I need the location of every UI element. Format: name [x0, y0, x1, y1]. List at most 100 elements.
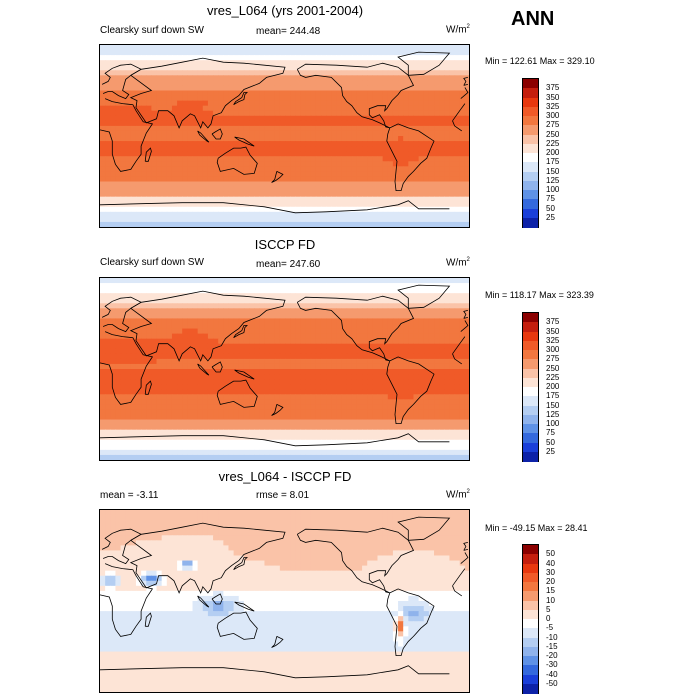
field-cell: [192, 141, 199, 147]
field-cell: [274, 125, 281, 132]
field-cell: [341, 221, 348, 227]
field-cell: [110, 409, 117, 416]
field-cell: [367, 166, 373, 172]
field-cell: [177, 156, 183, 162]
field-cell: [362, 414, 368, 421]
field-cell: [223, 394, 230, 400]
field-cell: [326, 201, 332, 208]
field-cell: [372, 369, 379, 375]
field-cell: [130, 429, 137, 436]
field-cell: [125, 216, 132, 223]
field-cell: [423, 100, 430, 107]
field-cell: [243, 115, 250, 122]
field-cell: [398, 216, 404, 223]
field-cell: [233, 80, 240, 87]
field-cell: [233, 196, 240, 203]
field-cell: [377, 348, 384, 355]
field-cell: [459, 181, 466, 188]
field-cell: [125, 151, 132, 157]
field-cell: [115, 110, 122, 117]
field-cell: [346, 328, 353, 335]
field-cell: [100, 65, 106, 71]
field-cell: [418, 389, 425, 395]
field-cell: [110, 171, 117, 178]
field-cell: [356, 298, 363, 304]
field-cell: [156, 348, 163, 355]
field-cell: [228, 353, 235, 360]
field-cell: [156, 439, 163, 446]
field-cell: [310, 303, 317, 309]
field-cell: [182, 409, 188, 416]
field-cell: [439, 100, 445, 107]
field-cell: [156, 424, 163, 431]
field-cell: [269, 176, 276, 183]
field-cell: [177, 323, 183, 330]
field-cell: [238, 323, 245, 330]
field-cell: [207, 439, 214, 446]
field-cell: [382, 161, 389, 167]
field-cell: [310, 120, 317, 127]
field-cell: [377, 50, 384, 56]
field-cell: [423, 313, 430, 320]
field-cell: [171, 201, 178, 208]
field-cell: [295, 384, 302, 390]
field-cell: [377, 404, 384, 411]
field-cell: [346, 156, 353, 162]
field-cell: [197, 353, 204, 360]
field-cell: [387, 429, 394, 436]
field-cell: [135, 151, 142, 157]
field-cell: [459, 80, 466, 87]
field-cell: [403, 181, 409, 188]
field-cell: [100, 379, 106, 385]
field-cell: [403, 50, 409, 56]
field-cell: [439, 110, 445, 117]
field-cell: [428, 409, 435, 416]
field-cell: [408, 323, 415, 330]
field-cell: [413, 358, 420, 365]
field-cell: [259, 384, 266, 390]
field-cell: [398, 105, 404, 112]
field-cell: [254, 125, 260, 132]
field-cell: [115, 369, 122, 375]
field-cell: [130, 419, 137, 426]
field-cell: [351, 186, 358, 193]
field-cell: [177, 439, 183, 446]
field-cell: [202, 95, 209, 102]
field-cell: [398, 60, 404, 66]
field-cell: [459, 176, 466, 183]
field-cell: [310, 384, 317, 390]
field-cell: [269, 120, 276, 127]
field-cell: [218, 206, 224, 213]
field-cell: [120, 156, 127, 162]
panel-2-title: ISCCP FD: [254, 237, 316, 252]
field-cell: [130, 176, 137, 183]
field-cell: [285, 298, 291, 304]
field-cell: [141, 201, 147, 208]
field-cell: [207, 141, 214, 147]
field-cell: [177, 171, 183, 178]
coastline: [271, 171, 284, 183]
field-cell: [197, 166, 204, 172]
field-cell: [238, 343, 245, 350]
field-cell: [372, 419, 379, 426]
field-cell: [207, 348, 214, 355]
field-cell: [192, 196, 199, 203]
field-cell: [326, 50, 332, 56]
field-cell: [398, 110, 404, 117]
field-cell: [130, 318, 137, 325]
field-cell: [377, 110, 384, 117]
field-cell: [449, 278, 456, 284]
colorbar-swatch: [523, 190, 538, 200]
field-cell: [387, 90, 394, 97]
field-cell: [197, 363, 204, 370]
field-cell: [279, 293, 286, 299]
field-cell: [326, 358, 332, 365]
field-cell: [197, 191, 204, 198]
field-cell: [392, 100, 399, 107]
field-cell: [151, 278, 158, 284]
field-cell: [125, 343, 132, 350]
field-cell: [403, 191, 409, 198]
field-cell: [141, 146, 147, 152]
field-cell: [310, 424, 317, 431]
field-cell: [141, 45, 147, 51]
